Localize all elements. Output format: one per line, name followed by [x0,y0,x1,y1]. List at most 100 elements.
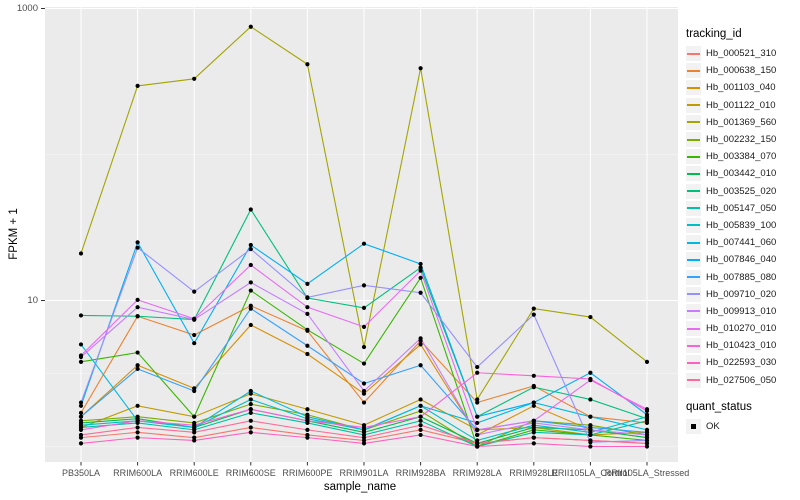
legend-color-swatch [687,241,700,244]
legend-key [686,252,701,268]
legend-item: Hb_009710_020 [686,286,798,303]
data-point [135,245,140,250]
data-point [305,351,310,357]
legend-title-tracking-id: tracking_id [686,28,742,40]
data-point [78,342,84,347]
data-point [531,312,536,317]
legend-color-swatch [687,379,700,382]
legend-label: Hb_001369_560 [706,116,777,128]
legend-key [686,418,701,434]
data-point [475,420,480,426]
legend-item: Hb_003525_020 [686,183,798,200]
data-point [305,435,310,440]
legend-key [686,63,701,79]
legend-color-swatch [687,190,700,193]
legend-label: Hb_000638_150 [706,65,777,77]
legend-key [686,132,701,148]
legend-item: Hb_010423_010 [686,337,798,354]
legend-key [686,200,701,216]
data-point [644,418,650,423]
data-point [418,397,423,402]
data-point [644,444,650,449]
data-point [531,385,536,390]
data-point [418,336,423,341]
x-tick-label: RRIM928LE [509,468,559,478]
data-point [305,427,310,432]
data-point [78,313,84,318]
x-tick-label: RRIM901LA [339,468,389,478]
data-point [418,418,423,423]
data-point [135,430,140,435]
legend-color-swatch [687,258,700,261]
x-tick-label: RRIM600SE [225,468,276,478]
data-point [78,427,84,432]
legend-label: Hb_009913_010 [706,305,777,317]
data-point [78,251,84,256]
data-point [192,316,197,321]
legend-label: Hb_001122_010 [706,99,776,111]
data-point [475,432,480,438]
data-point [418,290,423,295]
data-point [588,414,593,419]
legend-label: Hb_010270_010 [706,323,777,335]
data-point [135,403,140,408]
legend-key [686,269,701,285]
legend-color-swatch [687,361,700,364]
x-tick-label: RRII105LA_Control [551,468,630,478]
data-point [531,435,536,440]
legend-color-swatch [687,69,700,72]
data-point [531,306,536,311]
data-point [305,62,310,67]
legend-item: Hb_009913_010 [686,303,798,320]
legend-item: Hb_001369_560 [686,114,798,131]
data-point [418,432,423,438]
data-point [418,414,423,419]
data-point [135,305,140,310]
data-point [644,412,650,417]
legend-item: OK [686,418,798,435]
legend-item: Hb_003442_010 [686,165,798,182]
data-point [305,418,310,423]
legend-item: Hb_000638_150 [686,62,798,79]
legend-color-swatch [687,224,700,227]
x-axis-title: sample_name [323,481,397,493]
data-point [418,275,423,280]
legend-label: OK [706,420,720,432]
data-point [248,262,253,268]
data-point [305,327,310,332]
data-point [418,363,423,368]
data-point [248,24,253,29]
legend-key [686,286,701,302]
legend-color-swatch [687,344,700,347]
legend-item: Hb_001103_040 [686,79,798,96]
data-point [475,438,480,443]
data-point [644,438,650,443]
legend-key [686,355,701,371]
legend-color-swatch [687,155,700,158]
legend-label: Hb_003442_010 [706,168,777,180]
data-point [644,432,650,438]
data-point [588,438,593,443]
legend-label: Hb_009710_020 [706,288,777,300]
y-axis-title: FPKM + 1 [8,208,20,260]
legend-point-swatch [691,424,696,429]
legend-color-swatch [687,276,700,279]
legend-key [686,183,701,199]
data-point [135,435,140,440]
legend-color-swatch [687,86,700,89]
data-point [588,376,593,382]
data-point [305,414,310,419]
data-point [475,397,480,402]
x-tick-label: RRIM600PE [282,468,333,478]
data-point [588,427,593,432]
data-point [361,425,367,430]
data-point [475,444,480,449]
data-point [531,403,536,408]
legend-key [686,114,701,130]
data-point [78,414,84,419]
legend-label: Hb_005147_050 [706,202,777,214]
data-point [192,438,197,443]
legend-color-swatch [687,104,700,107]
data-point [248,280,253,285]
